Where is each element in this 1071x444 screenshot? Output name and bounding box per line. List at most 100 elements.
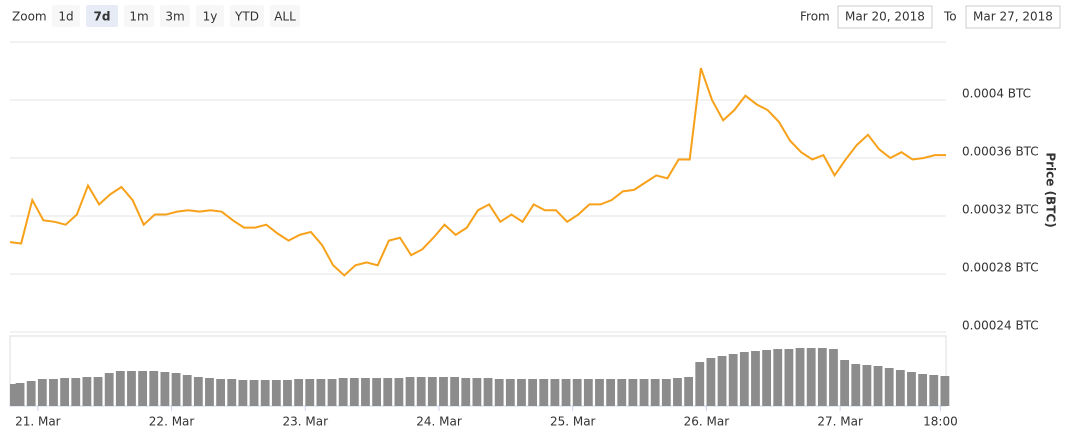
navigator-bar — [918, 374, 928, 406]
navigator-bar — [639, 379, 649, 406]
x-tick-label: 23. Mar — [283, 415, 329, 429]
to-input[interactable] — [965, 5, 1061, 29]
x-tick-label: 22. Mar — [149, 415, 195, 429]
zoom-button-label[interactable]: 7d — [94, 10, 111, 24]
navigator-bar — [483, 378, 493, 406]
x-tick-label: 24. Mar — [416, 415, 462, 429]
navigator-bar — [405, 377, 415, 406]
navigator-bar — [762, 350, 772, 406]
navigator-bar — [338, 378, 348, 406]
zoom-button[interactable] — [52, 5, 80, 27]
navigator-bar — [728, 354, 738, 406]
navigator-bar — [115, 371, 125, 406]
navigator-bar — [383, 378, 393, 406]
navigator-bar — [10, 384, 19, 406]
navigator-bar — [427, 377, 437, 406]
zoom-button[interactable] — [86, 5, 118, 27]
from-input[interactable] — [837, 5, 933, 29]
navigator-bar — [283, 380, 292, 406]
zoom-button[interactable] — [160, 5, 190, 27]
zoom-button-label[interactable]: ALL — [274, 10, 296, 24]
navigator-bar — [361, 378, 370, 406]
navigator-bar — [461, 378, 471, 406]
navigator-bar — [695, 362, 705, 406]
zoom-button[interactable] — [196, 5, 224, 27]
navigator-bar — [439, 377, 448, 406]
price-line — [9, 67, 946, 277]
navigator-bar — [71, 378, 81, 406]
y-axis-title: Price (BTC) — [1044, 152, 1058, 227]
navigator-bar — [595, 379, 604, 406]
navigator-bar — [862, 365, 872, 406]
navigator-bar — [238, 380, 248, 406]
navigator-bar — [416, 377, 426, 406]
navigator-bar — [227, 379, 237, 406]
from-value[interactable]: Mar 20, 2018 — [845, 10, 925, 24]
navigator-bar — [138, 371, 148, 406]
navigator-bar — [49, 379, 58, 406]
navigator-bar — [940, 376, 950, 406]
navigator-bar — [82, 377, 92, 406]
navigator-bar — [550, 379, 560, 406]
zoom-button[interactable] — [270, 5, 300, 27]
y-tick-label: 0.00028 BTC — [962, 261, 1039, 275]
navigator-bar — [795, 348, 805, 406]
x-tick-label: 27. Mar — [817, 415, 863, 429]
navigator-bar — [739, 352, 749, 406]
navigator-bar — [528, 379, 538, 406]
zoom-button-label[interactable]: YTD — [234, 10, 259, 24]
navigator-bar — [673, 378, 682, 406]
navigator-bar — [606, 379, 616, 406]
navigator-bar — [773, 349, 783, 406]
x-tick-label: 18:00 — [923, 415, 958, 429]
navigator-bar — [182, 375, 192, 406]
zoom-button-label[interactable]: 3m — [165, 10, 184, 24]
from-label: From — [800, 10, 830, 24]
y-tick-label: 0.00032 BTC — [962, 203, 1039, 217]
navigator-bar — [127, 371, 136, 406]
navigator-bar — [494, 379, 504, 406]
navigator-bar — [840, 360, 850, 406]
zoom-button-label[interactable]: 1d — [58, 10, 73, 24]
navigator-bar — [316, 379, 326, 406]
to-value[interactable]: Mar 27, 2018 — [973, 10, 1053, 24]
navigator-bar — [684, 377, 694, 406]
navigator-bar — [37, 379, 47, 406]
navigator-bar — [394, 378, 404, 406]
y-tick-label: 0.0004 BTC — [962, 87, 1031, 101]
zoom-button[interactable] — [124, 5, 154, 27]
navigator-bar — [517, 379, 526, 406]
zoom-button-label[interactable]: 1m — [129, 10, 148, 24]
navigator-bar — [93, 377, 103, 406]
navigator-bar — [294, 379, 304, 406]
navigator-bar — [171, 373, 181, 406]
to-label: To — [943, 10, 957, 24]
navigator-bar — [349, 378, 359, 406]
x-tick-label: 26. Mar — [684, 415, 730, 429]
navigator-bar — [572, 379, 582, 406]
navigator-bar — [305, 379, 315, 406]
navigator-bar — [26, 381, 36, 406]
navigator-bar — [149, 371, 159, 406]
zoom-button[interactable] — [230, 5, 264, 27]
navigator-bar — [60, 378, 70, 406]
navigator-bar — [806, 348, 816, 406]
navigator-bar — [472, 378, 482, 406]
navigator-bar — [717, 356, 727, 406]
navigator-bar — [661, 379, 671, 406]
navigator-bar — [829, 349, 838, 406]
navigator-bar — [271, 380, 281, 406]
zoom-label: Zoom — [12, 10, 47, 24]
navigator-bar — [706, 358, 716, 406]
navigator-bar — [450, 377, 460, 406]
navigator-bar — [561, 379, 571, 406]
navigator-bar — [539, 379, 549, 406]
navigator-bar — [15, 383, 25, 406]
navigator-bar — [895, 370, 905, 406]
navigator-bar — [907, 372, 916, 406]
navigator-bar — [784, 349, 794, 406]
navigator-bar — [817, 348, 827, 406]
zoom-button-label[interactable]: 1y — [203, 10, 218, 24]
